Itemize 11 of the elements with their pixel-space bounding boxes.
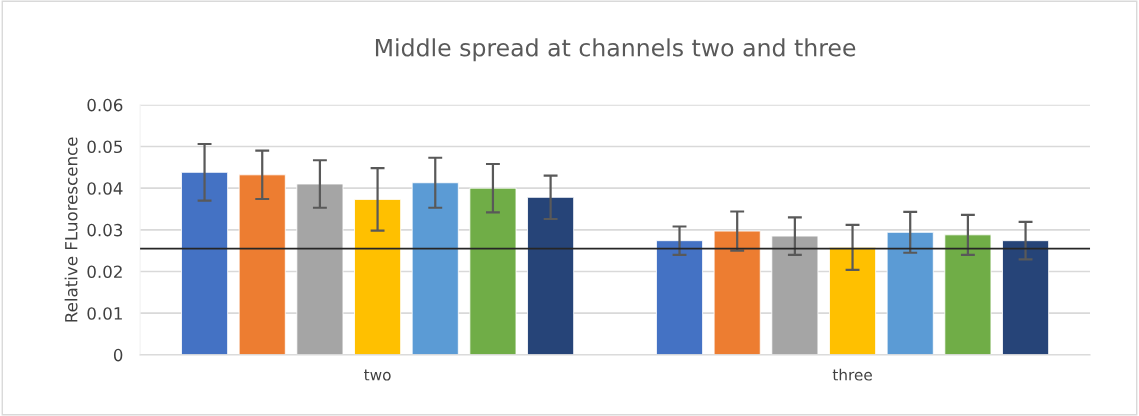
x-tick-label: two: [364, 369, 391, 381]
y-axis-title: Relative FLuorescence: [64, 137, 78, 322]
y-tick-label: 0.05: [87, 140, 122, 154]
y-tick-label: 0.03: [87, 223, 123, 237]
x-tick-label: three: [832, 368, 872, 381]
y-tick-label: 0.01: [87, 307, 122, 320]
y-tick-label: 0.02: [87, 265, 122, 279]
y-tick-label: 0.04: [87, 182, 123, 195]
y-tick-label: 0.06: [87, 98, 123, 112]
y-tick-label: 0: [113, 348, 123, 362]
chart-title: Middle spread at channels two and three: [375, 38, 856, 62]
